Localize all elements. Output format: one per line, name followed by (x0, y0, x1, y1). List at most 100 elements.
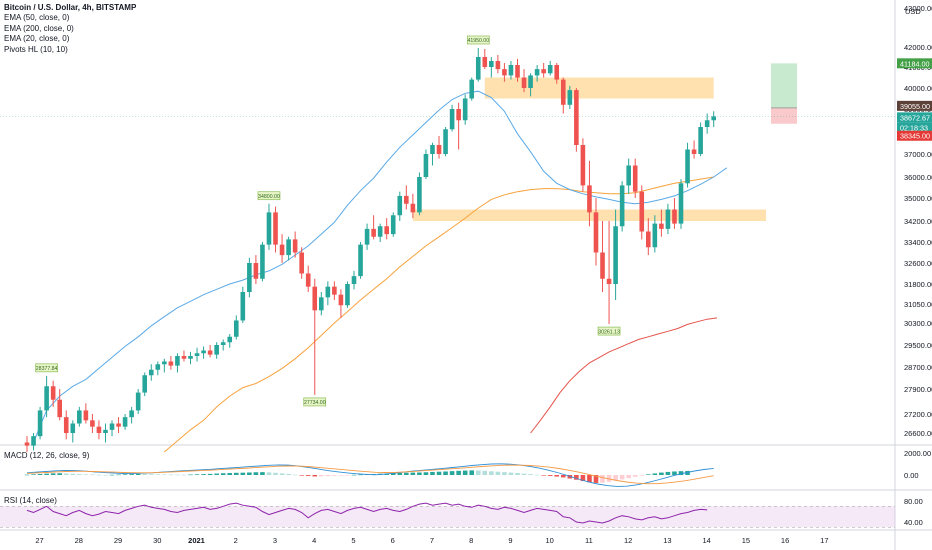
candle-body (44, 386, 49, 411)
candle-body (469, 79, 475, 99)
candle-body (194, 353, 200, 356)
price-tick-label: 27200.00 (904, 410, 932, 419)
pivot-label: 28377.84 (36, 366, 58, 372)
macd-hist-bar (96, 474, 102, 476)
symbol-title[interactable]: Bitcoin / U.S. Dollar, 4h, BITSTAMP (4, 3, 137, 12)
pivot-label-box (303, 397, 327, 407)
candle-body (96, 426, 102, 433)
macd-hist-bar (273, 472, 278, 475)
candle-body (305, 273, 311, 287)
macd-hist-bar (580, 475, 586, 482)
macd-hist-bar (574, 475, 579, 480)
candle-body (240, 292, 246, 321)
macd-hist-bar (351, 474, 357, 476)
candle-body (142, 375, 148, 393)
macd-hist-bar (358, 474, 363, 476)
candle-body (462, 98, 468, 121)
macd-hist-bar (534, 474, 540, 476)
macd-hist-bar (44, 473, 49, 475)
indicator-ema50[interactable]: EMA (50, close, 0) (4, 13, 70, 23)
position-target-zone (771, 63, 797, 108)
candle-body (646, 231, 651, 248)
macd-hist-bar (685, 470, 690, 475)
pivot-label-box (466, 35, 490, 45)
stop-price-tag-bg (897, 130, 932, 141)
candle-body (57, 399, 62, 418)
macd-hist-bar (155, 474, 161, 475)
candle-body (711, 116, 716, 121)
time-tick-label: 27 (35, 536, 43, 545)
candle-body (541, 69, 546, 74)
macd-hist-bar (462, 470, 468, 475)
macd-hist-bar (116, 474, 121, 476)
macd-hist-bar (659, 472, 664, 475)
time-tick-label: 2 (234, 536, 238, 545)
macd-hist-bar (57, 473, 62, 475)
candle-body (247, 263, 252, 292)
macd-hist-bar (456, 470, 461, 475)
macd-hist-bar (286, 474, 291, 475)
candle-body (319, 297, 324, 311)
candle-body (253, 263, 259, 279)
macd-hist-bar (417, 472, 422, 475)
macd-hist-bar (227, 473, 233, 475)
candle-body (351, 276, 357, 284)
candle-body (377, 226, 383, 237)
ema200-line (530, 317, 718, 434)
candle-body (70, 423, 76, 433)
macd-hist-bar (587, 475, 592, 483)
indicator-ema200[interactable]: EMA (200, close, 0) (4, 23, 74, 33)
macd-hist-bar (109, 474, 115, 476)
candle-body (109, 423, 115, 430)
candle-body (273, 212, 278, 245)
time-tick-label: 6 (391, 536, 395, 545)
time-tick-label: 16 (781, 536, 789, 545)
macd-hist-bar (495, 471, 501, 475)
chart-legend: Bitcoin / U.S. Dollar, 4h, BITSTAMP EMA … (4, 3, 136, 55)
macd-hist-bar (547, 475, 553, 476)
candle-body (31, 436, 36, 446)
candle-body (430, 145, 435, 154)
candle-body (691, 149, 697, 154)
macd-hist-bar (469, 470, 475, 475)
macd-hist-bar (652, 473, 658, 475)
candle-body (116, 423, 121, 427)
macd-hist-bar (528, 474, 533, 475)
price-tick-label: 29500.00 (904, 341, 932, 350)
macd-hist-bar (253, 472, 259, 475)
macd-hist-bar (31, 474, 36, 475)
macd-hist-bar (24, 474, 30, 476)
price-tick-label: 26600.00 (904, 429, 932, 438)
macd-tick-label: 0.00 (904, 471, 919, 480)
candle-body (443, 129, 448, 154)
candle-body (515, 65, 520, 78)
time-tick-label: 8 (469, 536, 473, 545)
macd-hist-bar (646, 474, 651, 475)
time-tick-label: 14 (702, 536, 710, 545)
candle-body (423, 154, 429, 177)
time-tick-label: 29 (114, 536, 122, 545)
macd-hist-bar (475, 470, 481, 475)
candle-body (338, 294, 344, 306)
rsi-title: RSI (14, close) (4, 496, 57, 505)
entry-price-tag: 39055.00 (900, 102, 930, 111)
candle-body (220, 342, 226, 345)
macd-hist-bar (207, 473, 213, 475)
macd-hist-bar (129, 474, 134, 475)
indicator-pivots[interactable]: Pivots HL (10, 10) (4, 44, 68, 54)
candle-body (227, 336, 233, 343)
candle-body (554, 65, 560, 80)
last-price-tag-bg (897, 112, 932, 123)
macd-hist-bar (279, 473, 285, 475)
candle-body (214, 345, 219, 355)
macd-hist-bar (521, 473, 527, 475)
macd-hist-bar (345, 475, 350, 476)
price-tick-label: 40000.00 (904, 84, 932, 93)
price-tick-label: 32600.00 (904, 259, 932, 268)
time-tick-label: 3 (273, 536, 277, 545)
indicator-ema20[interactable]: EMA (20, close, 0) (4, 34, 70, 44)
candle-body (233, 320, 239, 337)
time-tick-label: 5 (351, 536, 355, 545)
candle-body (135, 392, 141, 411)
